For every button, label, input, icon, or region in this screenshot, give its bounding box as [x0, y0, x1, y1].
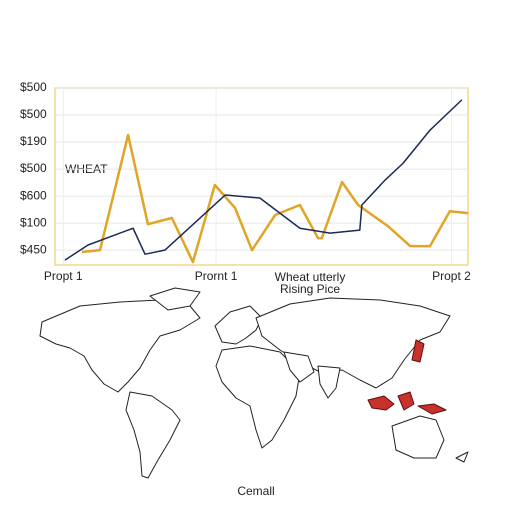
indonesia — [417, 403, 447, 415]
australia — [391, 415, 445, 459]
borneo — [397, 391, 415, 411]
greenland — [149, 287, 201, 311]
y-tick-label: $500 — [20, 161, 47, 175]
annotation: Wheat utterly — [275, 270, 346, 284]
caption: Cemall — [237, 484, 274, 498]
y-tick-label: $600 — [20, 188, 47, 202]
india — [317, 365, 341, 399]
y-tick-label: $500 — [20, 80, 47, 94]
y-tick-label: $450 — [20, 242, 47, 256]
world-map — [39, 287, 469, 479]
japan — [411, 339, 425, 363]
x-tick-label: Propt 2 — [432, 269, 471, 283]
line-chart: $500 $500 $190 $500 $600 $100 $450 Propt 1 Prorn… — [20, 80, 471, 283]
annotation: Rising Pice — [280, 282, 340, 296]
north-america — [39, 299, 201, 393]
africa — [215, 345, 301, 449]
europe — [214, 305, 263, 345]
x-tick-label: Prornt 1 — [195, 269, 238, 283]
y-tick-label: $190 — [20, 134, 47, 148]
y-tick-label: $500 — [20, 107, 47, 121]
south-america — [125, 391, 181, 479]
series-line — [81, 133, 469, 264]
x-tick-label: Propt 1 — [44, 269, 83, 283]
arabia — [283, 351, 315, 383]
series-line — [64, 99, 463, 261]
southeast-asia — [367, 395, 395, 411]
new-zealand — [455, 451, 469, 463]
y-tick-label: $100 — [20, 215, 47, 229]
